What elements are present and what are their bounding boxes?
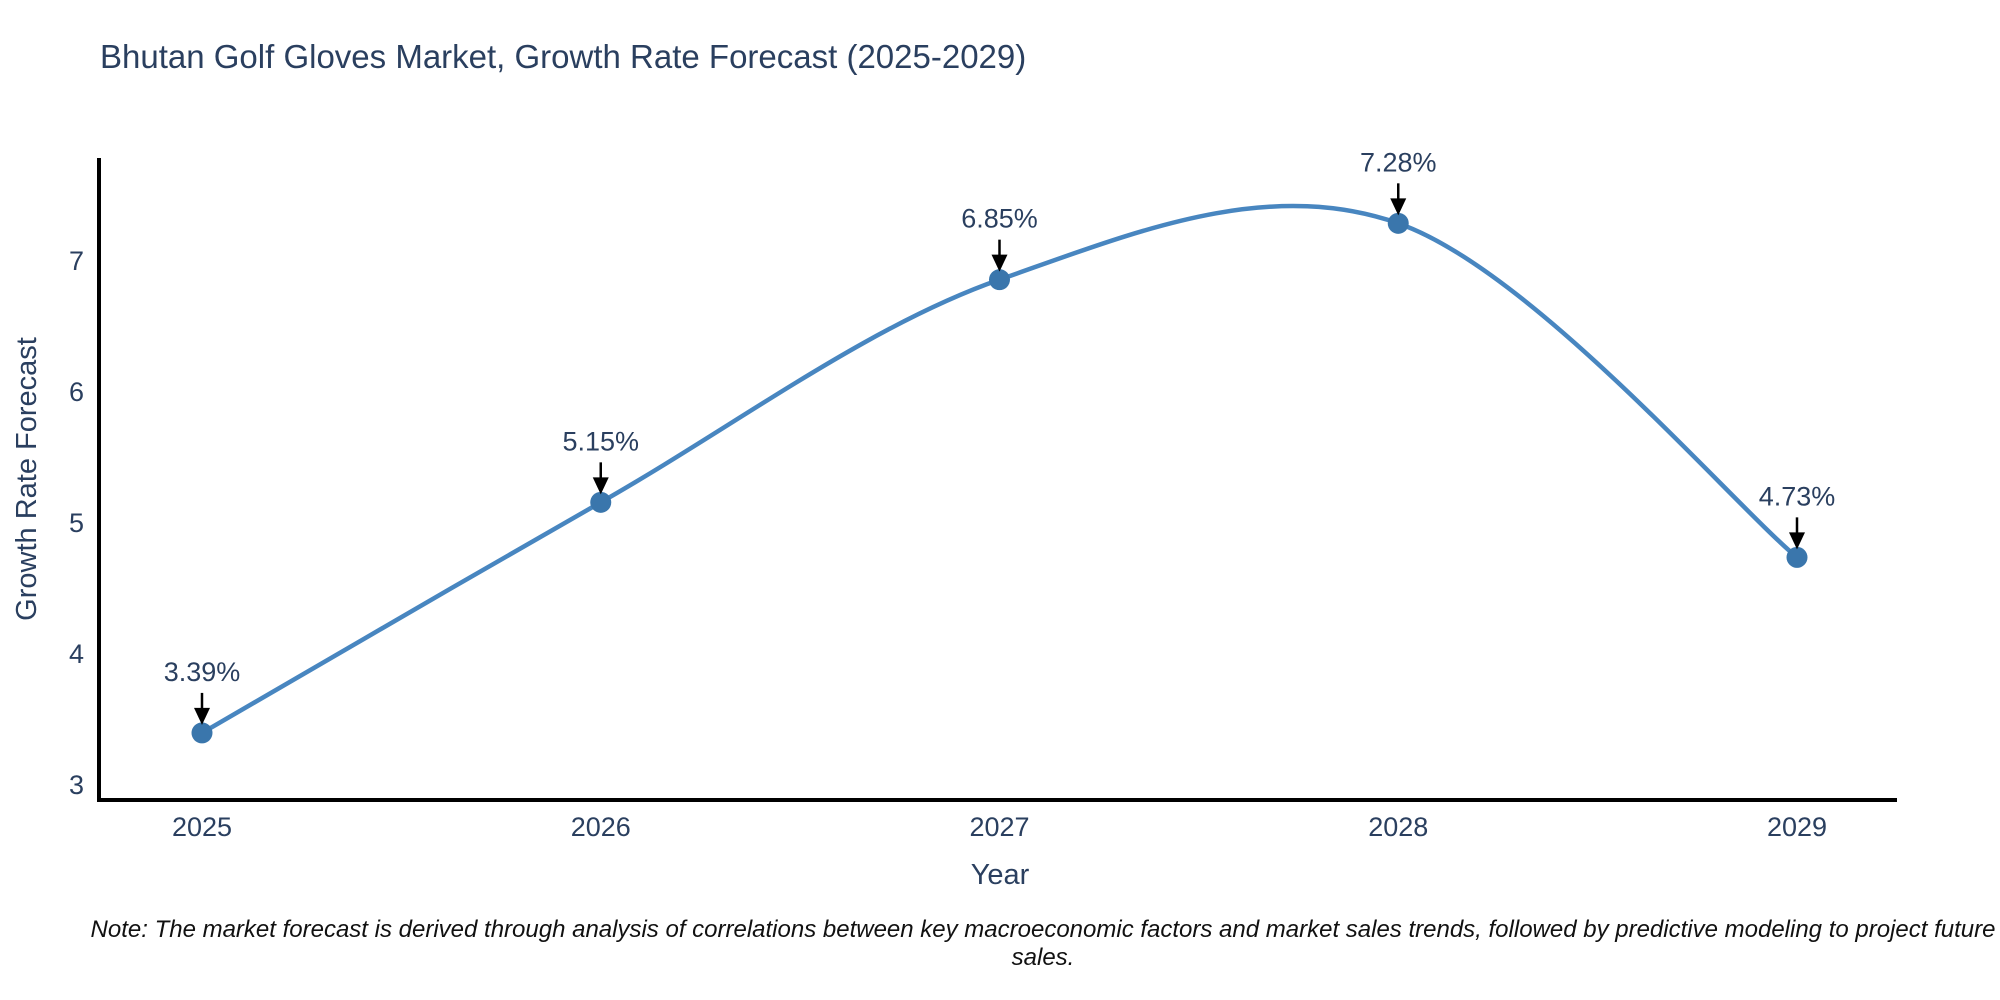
x-tick-label: 2027 bbox=[969, 812, 1029, 842]
chart-title: Bhutan Golf Gloves Market, Growth Rate F… bbox=[100, 38, 1026, 75]
y-tick-label: 4 bbox=[69, 639, 84, 669]
annotation-arrowhead-icon bbox=[194, 707, 210, 725]
data-point-marker bbox=[191, 722, 213, 744]
point-annotation-label: 6.85% bbox=[961, 204, 1038, 234]
y-tick-label: 3 bbox=[69, 770, 84, 800]
x-axis-title: Year bbox=[971, 859, 1030, 891]
x-tick-label: 2028 bbox=[1368, 812, 1428, 842]
axis-spines bbox=[97, 158, 1897, 802]
annotation-arrowhead-icon bbox=[991, 254, 1008, 272]
data-point-annotations: 3.39% 5.15% 6.85% 7.28% 4.73% bbox=[164, 147, 1836, 725]
point-annotation: 6.85% bbox=[961, 204, 1038, 272]
y-axis-tick-labels: 3 4 5 6 7 bbox=[69, 246, 84, 800]
footnote-text: Note: The market forecast is derived thr… bbox=[90, 916, 1996, 971]
annotation-arrowhead-icon bbox=[1789, 532, 1805, 550]
point-annotation-label: 7.28% bbox=[1360, 147, 1437, 177]
data-point-marker bbox=[989, 269, 1010, 291]
x-tick-label: 2029 bbox=[1767, 812, 1827, 842]
point-annotation-label: 5.15% bbox=[562, 426, 639, 456]
data-point-markers bbox=[191, 212, 1808, 744]
annotation-arrowhead-icon bbox=[1390, 198, 1407, 216]
y-tick-label: 7 bbox=[69, 246, 84, 276]
point-annotation: 4.73% bbox=[1759, 481, 1836, 550]
data-point-marker bbox=[1786, 546, 1808, 568]
point-annotation: 5.15% bbox=[562, 426, 639, 495]
y-tick-label: 5 bbox=[69, 508, 84, 538]
y-axis-title: Growth Rate Forecast bbox=[11, 337, 43, 621]
point-annotation-label: 3.39% bbox=[164, 657, 241, 687]
data-point-marker bbox=[1387, 212, 1409, 234]
x-axis-tick-labels: 2025 2026 2027 2028 2029 bbox=[172, 812, 1827, 842]
x-tick-label: 2026 bbox=[571, 812, 631, 842]
x-tick-label: 2025 bbox=[172, 812, 232, 842]
point-annotation: 7.28% bbox=[1360, 147, 1437, 216]
annotation-arrowhead-icon bbox=[592, 477, 609, 495]
data-point-marker bbox=[590, 491, 612, 513]
point-annotation-label: 4.73% bbox=[1759, 481, 1836, 511]
y-tick-label: 6 bbox=[69, 377, 84, 407]
point-annotation: 3.39% bbox=[164, 657, 241, 725]
